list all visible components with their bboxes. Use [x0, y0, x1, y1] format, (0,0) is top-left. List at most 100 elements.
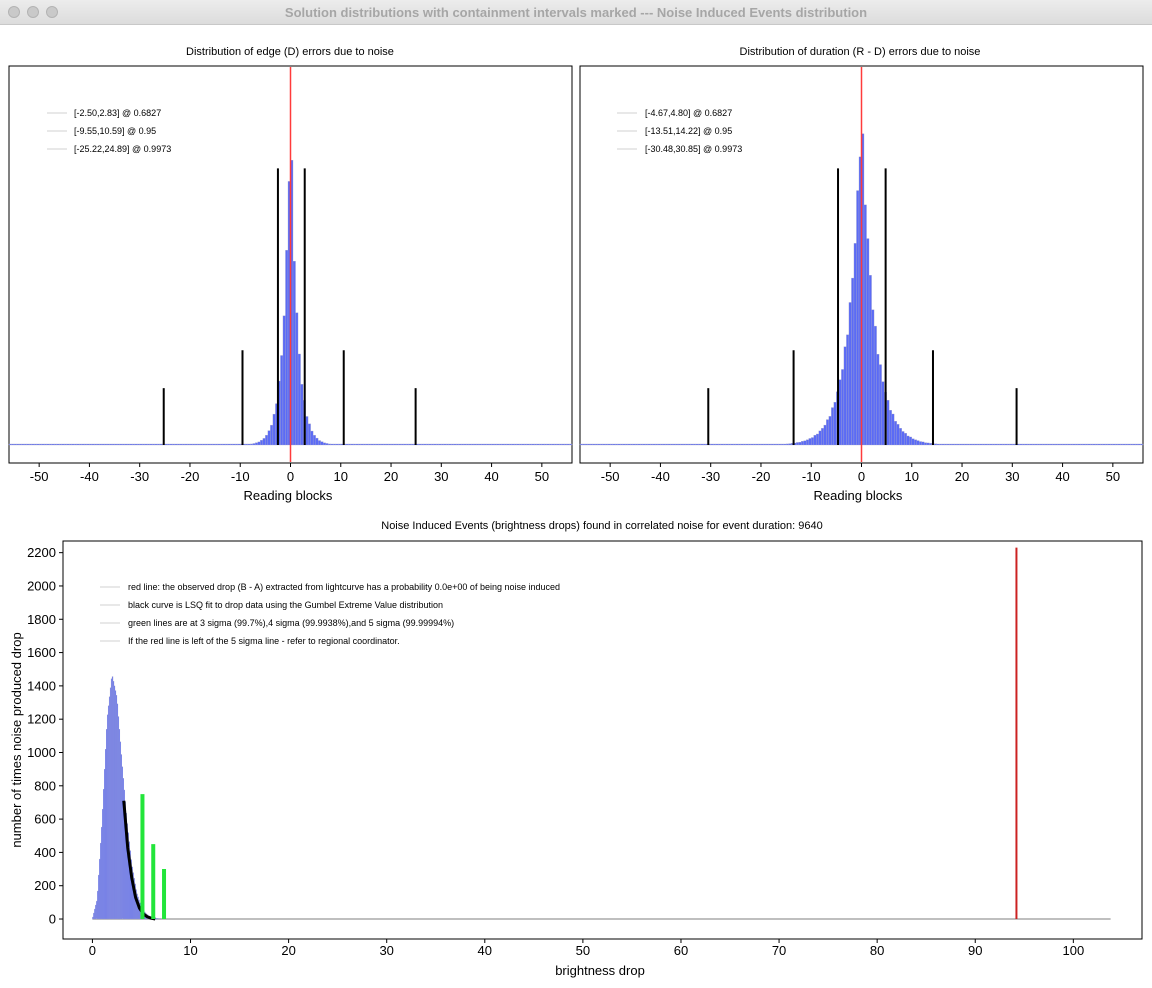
edge-histogram-bar [109, 443, 113, 446]
edge-histogram-bar [395, 443, 399, 446]
edge-histogram-bar [189, 443, 193, 446]
minimize-window-button[interactable] [27, 6, 39, 18]
edge-histogram-bar [212, 443, 216, 446]
duration-histogram-bar [909, 436, 912, 446]
zoom-window-button[interactable] [46, 6, 58, 18]
duration-histogram-bar [1027, 443, 1031, 446]
duration-histogram-bar [946, 443, 950, 446]
duration-histogram-bar [871, 309, 875, 446]
edge-histogram-bar [204, 443, 208, 446]
edge-histogram-bar [172, 443, 176, 446]
duration-histogram-bar [785, 443, 789, 446]
duration-histogram-bar [662, 443, 666, 446]
edge-histogram-bar [438, 443, 442, 446]
noise-y-tick-label: 200 [34, 878, 56, 893]
edge-histogram-bar [569, 443, 573, 446]
noise-y-tick-label: 1600 [27, 645, 56, 660]
duration-histogram-bar [758, 443, 762, 446]
duration-histogram-bar [763, 443, 767, 446]
duration-histogram-bar [680, 443, 684, 446]
edge-histogram-bar [149, 443, 153, 446]
edge-histogram-bar [496, 443, 500, 446]
edge-histogram-bar [295, 312, 299, 446]
duration-histogram-bar [685, 443, 689, 446]
duration-histogram-bar [780, 443, 784, 446]
duration-histogram-bar [936, 443, 940, 446]
duration-histogram-bar [750, 443, 754, 446]
edge-histogram-bar [483, 443, 487, 446]
duration-histogram-bar [1062, 443, 1066, 446]
noise-histogram-bar [100, 842, 102, 920]
duration-histogram-bar [735, 443, 739, 446]
edge-histogram-bar [169, 443, 173, 446]
duration-histogram-bar [894, 421, 897, 446]
edge-histogram-bar [124, 443, 128, 446]
edge-histogram-bar [44, 443, 47, 446]
duration-histogram-bar [690, 443, 694, 446]
duration-histogram-bar [1087, 443, 1091, 446]
edge-histogram-bar [282, 315, 286, 446]
edge-histogram-bar [521, 443, 525, 446]
duration-histogram-bar [695, 443, 699, 446]
duration-histogram-bar [640, 443, 643, 446]
edge-histogram-bar [199, 443, 203, 446]
edge-x-tick-label: 50 [535, 469, 549, 484]
duration-histogram-bar [811, 437, 814, 446]
edge-histogram-bar [443, 443, 447, 446]
noise-x-tick-label: 70 [772, 943, 786, 958]
edge-histogram-bar [285, 250, 289, 446]
edge-histogram-bar [426, 443, 429, 446]
duration-histogram-bar [843, 346, 847, 446]
edge-histogram-bar [348, 443, 351, 446]
edge-histogram-bar [36, 443, 40, 446]
duration-histogram-bar [620, 443, 623, 446]
duration-histogram-bar [856, 190, 860, 446]
window-title: Solution distributions with containment … [284, 5, 868, 20]
edge-histogram-bar [531, 443, 535, 446]
edge-histogram-bar [312, 435, 316, 446]
duration-histogram-bar [813, 435, 817, 446]
duration-x-tick-label: -40 [651, 469, 670, 484]
edge-histogram-bar [511, 443, 515, 446]
duration-histogram-bar [715, 443, 719, 446]
edge-histogram-bar [209, 443, 213, 446]
close-window-button[interactable] [8, 6, 20, 18]
noise-y-tick-label: 1000 [27, 745, 56, 760]
noise-x-axis: 0 10 20 30 40 50 60 70 80 90 100 [89, 939, 1084, 958]
duration-histogram-bar [911, 438, 915, 446]
edge-histogram-bar [441, 443, 444, 446]
noise-plot-frame [62, 540, 1143, 940]
edge-histogram-bar [129, 443, 133, 446]
edge-histogram-bar [300, 384, 304, 446]
edge-histogram-bar [355, 443, 359, 446]
duration-histogram-bar [974, 443, 978, 446]
duration-histogram-bar [710, 443, 714, 446]
duration-histogram-bar [961, 443, 965, 446]
duration-histogram-bar [597, 443, 601, 446]
duration-histogram-bar [692, 443, 696, 446]
noise-x-tick-label: 40 [478, 943, 492, 958]
edge-histogram-bar [187, 443, 191, 446]
edge-histogram-bar [453, 443, 457, 446]
duration-histogram-bar [1019, 443, 1023, 446]
duration-histogram-bar [899, 428, 902, 446]
edge-histogram-bar [147, 443, 150, 446]
noise-y-tick-label: 400 [34, 845, 56, 860]
duration-histogram-bar [783, 443, 787, 446]
edge-histogram-bar [227, 443, 231, 446]
duration-histogram-bar [602, 443, 606, 446]
duration-histogram-bar [798, 441, 802, 446]
duration-legend-entry-3: [-30.48,30.85] @ 0.9973 [645, 144, 742, 154]
duration-histogram-bar [929, 443, 933, 446]
duration-histogram-bar [1017, 443, 1020, 446]
duration-histogram-bar [1115, 443, 1119, 446]
edge-histogram-bar [76, 443, 80, 446]
edge-x-tick-label: 40 [484, 469, 498, 484]
edge-histogram-bar [94, 443, 98, 446]
edge-histogram-bar [139, 443, 143, 446]
edge-histogram-bar [506, 443, 510, 446]
edge-histogram-bar [503, 443, 507, 446]
edge-histogram-bar [363, 443, 367, 446]
edge-histogram-bar [373, 443, 377, 446]
duration-histogram-bar [1120, 443, 1124, 446]
